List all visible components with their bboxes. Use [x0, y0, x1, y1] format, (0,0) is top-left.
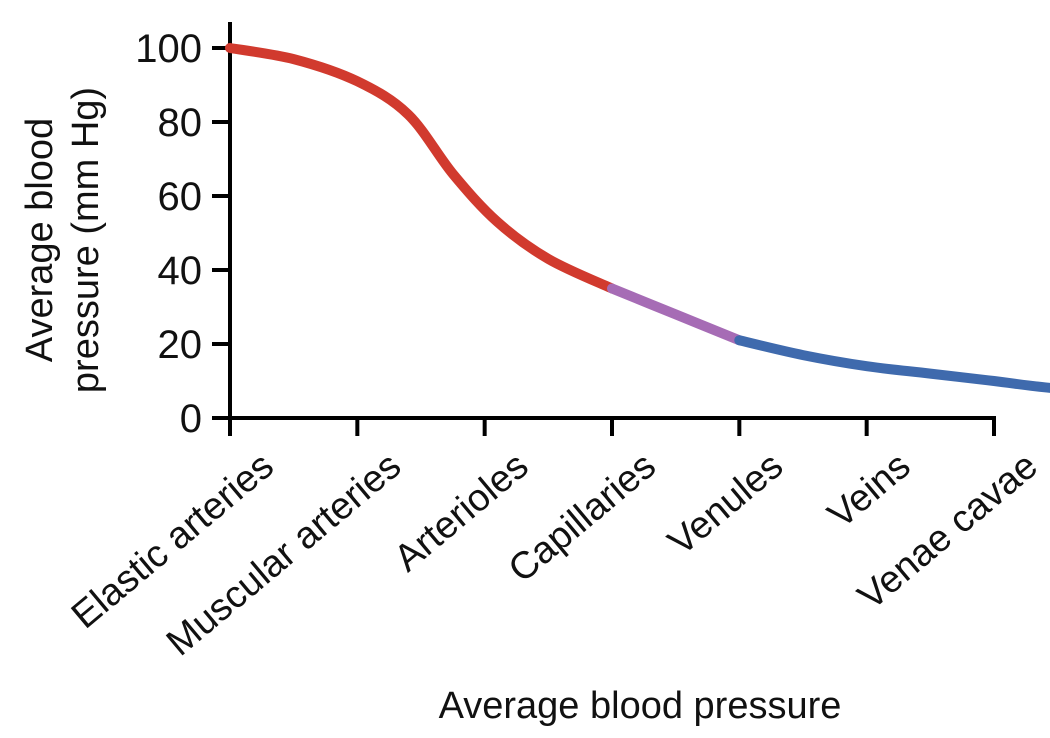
x-axis-title: Average blood pressure [439, 685, 842, 727]
y-tick-label: 20 [158, 323, 203, 367]
y-tick-label: 60 [158, 175, 203, 219]
series-line [607, 283, 745, 346]
y-tick-label: 80 [158, 101, 203, 145]
x-tick-label: Muscular arteries [159, 445, 409, 664]
y-axis-title-line-1: Average blood [19, 118, 61, 362]
y-tick-label: 40 [158, 249, 203, 293]
series-line [734, 335, 1050, 393]
y-axis-title-line-2: pressure (mm Hg) [65, 87, 107, 393]
y-tick-label: 100 [135, 27, 202, 71]
y-axis-title: Average blood pressure (mm Hg) [19, 87, 107, 393]
series-line [225, 43, 617, 294]
y-tick-label: 0 [180, 397, 202, 441]
x-tick-label: Veins [820, 445, 918, 537]
x-tick-label: Venules [661, 445, 792, 564]
